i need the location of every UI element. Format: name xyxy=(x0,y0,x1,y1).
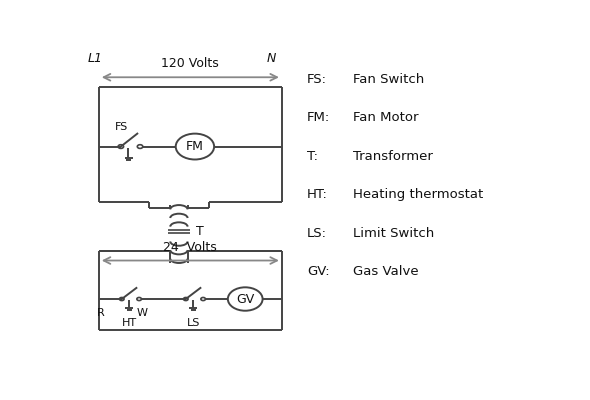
Text: Limit Switch: Limit Switch xyxy=(353,227,434,240)
Text: 120 Volts: 120 Volts xyxy=(162,58,219,70)
Text: Transformer: Transformer xyxy=(353,150,432,163)
Text: LS:: LS: xyxy=(307,227,327,240)
Text: GV: GV xyxy=(236,292,254,306)
Text: HT: HT xyxy=(122,318,137,328)
Text: W: W xyxy=(136,308,148,318)
Text: R: R xyxy=(97,308,105,318)
Text: FS: FS xyxy=(115,122,129,132)
Text: 24  Volts: 24 Volts xyxy=(163,241,217,254)
Text: T:: T: xyxy=(307,150,318,163)
Text: T: T xyxy=(196,225,204,238)
Text: LS: LS xyxy=(186,318,200,328)
Text: Fan Motor: Fan Motor xyxy=(353,111,418,124)
Text: FM: FM xyxy=(186,140,204,153)
Text: GV:: GV: xyxy=(307,265,330,278)
Text: N: N xyxy=(267,52,276,65)
Text: Gas Valve: Gas Valve xyxy=(353,265,418,278)
Text: Fan Switch: Fan Switch xyxy=(353,73,424,86)
Text: Heating thermostat: Heating thermostat xyxy=(353,188,483,201)
Text: FS:: FS: xyxy=(307,73,327,86)
Text: HT:: HT: xyxy=(307,188,328,201)
Text: FM:: FM: xyxy=(307,111,330,124)
Text: L1: L1 xyxy=(87,52,103,65)
